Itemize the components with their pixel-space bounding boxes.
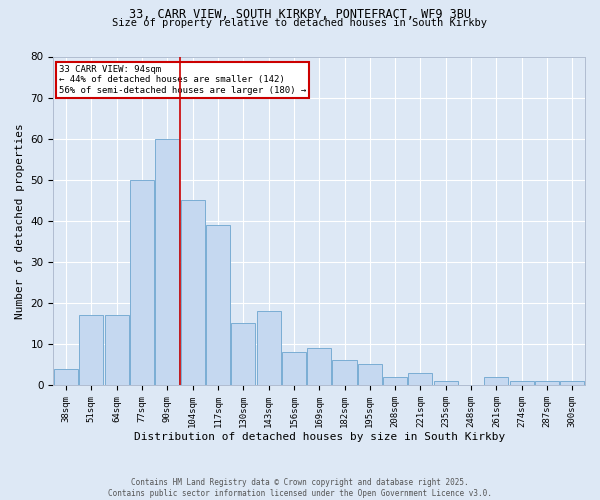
Bar [484, 377, 508, 385]
Bar [383, 377, 407, 385]
Bar [409, 372, 433, 385]
Bar [307, 348, 331, 385]
Text: 33, CARR VIEW, SOUTH KIRKBY, PONTEFRACT, WF9 3BU: 33, CARR VIEW, SOUTH KIRKBY, PONTEFRACT,… [129, 8, 471, 20]
Bar [206, 225, 230, 385]
Bar [104, 315, 129, 385]
Bar [79, 315, 103, 385]
Bar [535, 381, 559, 385]
Bar [181, 200, 205, 385]
Text: Size of property relative to detached houses in South Kirkby: Size of property relative to detached ho… [113, 18, 487, 28]
Text: 33 CARR VIEW: 94sqm
← 44% of detached houses are smaller (142)
56% of semi-detac: 33 CARR VIEW: 94sqm ← 44% of detached ho… [59, 64, 306, 94]
Bar [282, 352, 306, 385]
Bar [54, 368, 78, 385]
Bar [257, 311, 281, 385]
Bar [509, 381, 534, 385]
Bar [130, 180, 154, 385]
Bar [434, 381, 458, 385]
Text: Contains HM Land Registry data © Crown copyright and database right 2025.
Contai: Contains HM Land Registry data © Crown c… [108, 478, 492, 498]
Bar [560, 381, 584, 385]
Bar [231, 324, 255, 385]
X-axis label: Distribution of detached houses by size in South Kirkby: Distribution of detached houses by size … [134, 432, 505, 442]
Y-axis label: Number of detached properties: Number of detached properties [15, 123, 25, 318]
Bar [155, 138, 179, 385]
Bar [332, 360, 356, 385]
Bar [358, 364, 382, 385]
